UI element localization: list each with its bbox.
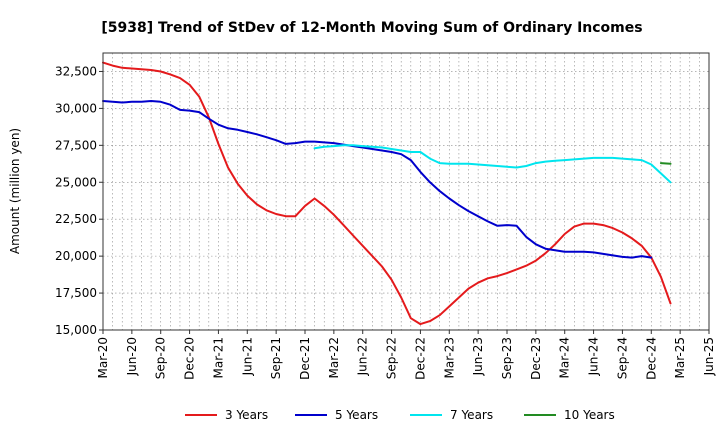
x-tick-label: Dec-21 bbox=[298, 337, 312, 380]
x-tick-label: Dec-20 bbox=[183, 337, 197, 380]
legend-label-3-years: 3 Years bbox=[225, 408, 268, 422]
legend-label-7-years: 7 Years bbox=[450, 408, 493, 422]
y-tick-label: 25,000 bbox=[55, 175, 97, 189]
x-tick-label: Jun-24 bbox=[587, 337, 601, 376]
legend: 3 Years 5 Years 7 Years 10 Years bbox=[185, 408, 615, 422]
x-tick-label: Mar-25 bbox=[673, 337, 687, 378]
y-tick-labels: 15,000 17,500 20,000 22,500 25,000 27,500 30,0… bbox=[55, 64, 103, 337]
series-line-3-years bbox=[102, 61, 672, 326]
x-tick-label: Dec-22 bbox=[413, 337, 427, 380]
x-tick-label: Sep-20 bbox=[154, 337, 168, 379]
x-tick-label: Jun-21 bbox=[240, 337, 254, 376]
grid-layer bbox=[103, 53, 709, 331]
y-axis-label: Amount (million yen) bbox=[8, 128, 22, 254]
x-tick-label: Mar-21 bbox=[211, 337, 225, 378]
x-tick-label: Mar-20 bbox=[96, 337, 110, 378]
series-line-5-years bbox=[102, 100, 653, 259]
y-tick-label: 22,500 bbox=[55, 212, 97, 226]
chart-title: [5938] Trend of StDev of 12-Month Moving… bbox=[101, 20, 642, 36]
x-tick-label: Mar-23 bbox=[442, 337, 456, 378]
y-tick-label: 20,000 bbox=[55, 249, 97, 263]
y-tick-label: 17,500 bbox=[55, 286, 97, 300]
legend-label-5-years: 5 Years bbox=[335, 408, 378, 422]
legend-label-10-years: 10 Years bbox=[564, 408, 615, 422]
series-line-7-years bbox=[313, 144, 672, 184]
x-tick-label: Jun-25 bbox=[702, 337, 716, 376]
x-tick-label: Dec-24 bbox=[644, 337, 658, 380]
y-tick-label: 15,000 bbox=[55, 323, 97, 337]
x-tick-label: Mar-24 bbox=[558, 337, 572, 378]
x-tick-label: Mar-22 bbox=[327, 337, 341, 378]
x-tick-label: Sep-23 bbox=[500, 337, 514, 379]
x-tick-label: Sep-22 bbox=[385, 337, 399, 379]
plot-area-border bbox=[102, 52, 710, 331]
x-tick-label: Sep-24 bbox=[615, 337, 629, 379]
x-tick-label: Dec-23 bbox=[529, 337, 543, 380]
x-tick-label: Jun-22 bbox=[356, 337, 370, 376]
y-tick-label: 30,000 bbox=[55, 101, 97, 115]
x-tick-label: Jun-20 bbox=[125, 337, 139, 376]
series-layer bbox=[102, 61, 672, 326]
x-tick-label: Jun-23 bbox=[471, 337, 485, 376]
y-tick-label: 32,500 bbox=[55, 64, 97, 78]
series-line-10-years bbox=[659, 162, 672, 165]
x-tick-label: Sep-21 bbox=[269, 337, 283, 379]
x-tick-labels: Mar-20 Jun-20 Sep-20 Dec-20 Mar-21 Jun-21 Sep-… bbox=[96, 330, 716, 380]
y-tick-label: 27,500 bbox=[55, 138, 97, 152]
